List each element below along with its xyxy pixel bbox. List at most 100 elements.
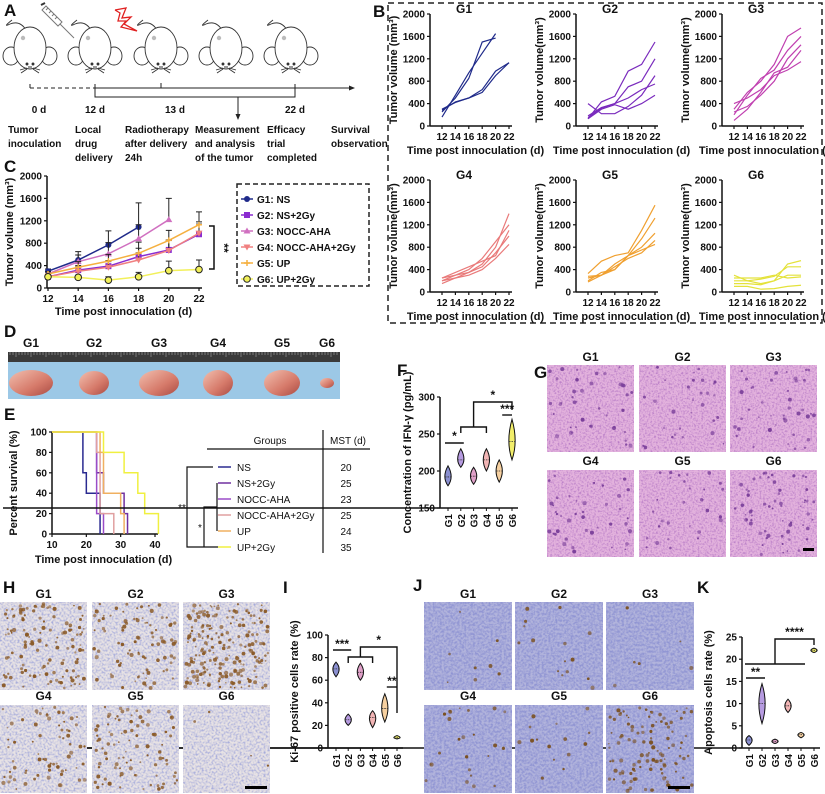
significance-bracket [460,401,513,433]
stained-cell [561,674,564,677]
significance-bracket [347,646,398,713]
stained-cell [587,731,591,735]
stained-cell [117,641,120,645]
stained-cell [558,402,563,406]
stained-cell [642,740,646,744]
micrograph-title: G6 [642,689,658,703]
y-tick-label: 400 [408,265,425,276]
stained-cell [622,710,625,713]
mouse-eye [227,62,231,66]
y-tick-label: 25 [726,633,738,644]
y-tick-label: 0 [419,122,425,133]
mouse-icon [67,19,123,74]
y-tick-label: 800 [554,77,571,88]
stained-cell [18,604,23,608]
stained-cell [140,719,145,724]
data-point [134,273,143,281]
data-point [165,247,173,254]
stained-cell [232,641,235,644]
significance-label: * [452,429,457,443]
stained-cell [610,546,613,549]
stained-cell [81,631,84,634]
micrograph-panel_h-G4 [0,705,87,793]
micrograph-panel_g-G5 [639,470,726,557]
stained-cell [252,614,256,617]
stained-cell [193,720,197,723]
y-tick-label: 1600 [549,198,572,209]
stained-cell [79,618,82,621]
stained-cell [245,633,250,638]
stained-cell [52,762,56,766]
stained-cell [8,775,13,779]
stained-cell [626,722,630,726]
individual-growth-line [587,41,656,120]
stained-cell [722,442,725,445]
stained-cell [165,758,168,762]
y-tick-label: 400 [25,261,42,272]
stained-cell [101,617,104,620]
violin-G5 [381,692,389,724]
x-tick-label: 18 [477,132,489,143]
mean-line [47,268,200,281]
stained-cell [229,686,232,689]
stained-cell [37,638,42,643]
stained-cell [70,684,73,687]
stained-cell [682,710,686,714]
data-point [165,237,172,244]
micrograph-texture [424,705,512,793]
stained-cell [762,502,767,506]
micrograph-title: G2 [674,350,690,364]
micrograph-texture [606,602,694,690]
stained-cell [238,659,242,663]
micrograph-texture [424,602,512,690]
stained-cell [658,471,662,475]
stained-cell [78,648,83,652]
stained-cell [644,708,648,711]
stained-cell [47,768,52,772]
individual-growth-line [734,266,801,282]
stained-cell [175,779,179,782]
mouse-eye [286,62,290,66]
legend: G1: NS G2: NS+2Gy G3: NOCC-AHA G4: NOCC-AHA… [236,183,370,287]
stained-cell [109,732,114,737]
timeline-step-label: Local [75,125,101,136]
stained-cell [458,610,462,613]
stained-cell [218,677,221,681]
stained-cell [39,674,41,676]
y-tick-label: 1200 [695,54,718,65]
stained-cell [53,705,57,709]
stained-cell [548,369,552,374]
y-tick-label: 1200 [20,216,43,227]
y-tick-label: 2000 [549,10,572,21]
stained-cell [585,706,590,711]
stained-cell [58,724,61,727]
stained-cell [197,610,202,615]
timeline-step-label: observation [331,139,388,150]
stained-cell [136,607,139,610]
stained-cell [643,787,648,792]
panel-label-J: J [413,576,422,595]
stained-cell [678,427,682,430]
stained-cell [637,662,641,666]
table-mst-value: 25 [340,511,352,522]
timeline-step-label: 24h [125,153,142,164]
panel-label-K: K [697,578,710,597]
stained-cell [237,635,241,639]
stained-cell [171,725,175,730]
stained-cell [669,546,672,550]
mouse-tail [71,19,92,31]
timeline-step-label: Tumor [8,125,38,136]
stained-cell [122,624,127,629]
panel-label-E: E [4,405,15,424]
y-axis-title: Tumor volume(mm³) [534,183,546,289]
stained-cell [259,641,263,646]
subplot-title: G4 [456,168,472,182]
stained-cell [75,766,78,769]
stained-cell [448,709,452,713]
data-point [105,258,112,265]
stained-cell [660,720,663,723]
x-axis-title: Time post innoculation (d) [407,311,545,323]
significance-label: * [198,523,202,534]
stained-cell [195,674,199,679]
panel-label-I: I [283,578,288,597]
